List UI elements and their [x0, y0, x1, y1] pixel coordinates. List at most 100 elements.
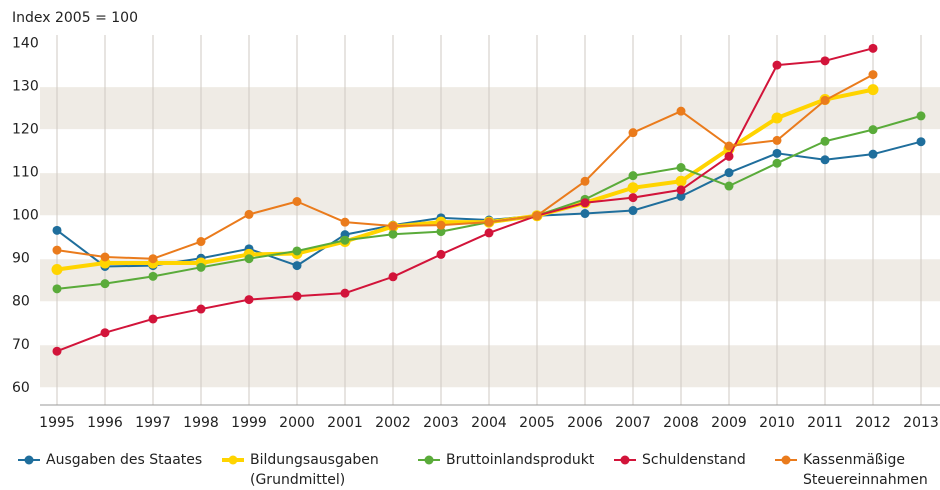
data-point: [916, 111, 926, 121]
y-tick-label: 120: [12, 122, 39, 138]
legend-item: Bruttoinlandsprodukt: [418, 450, 636, 470]
data-point: [868, 70, 878, 80]
x-tick-label: 1999: [231, 415, 267, 431]
data-point: [580, 198, 590, 208]
legend-dot: [620, 455, 630, 465]
data-point: [772, 60, 782, 70]
data-point: [388, 272, 398, 282]
data-point: [627, 182, 639, 194]
series-line: [56, 87, 874, 272]
data-point: [51, 263, 63, 275]
data-point: [148, 271, 158, 281]
legend-dot: [228, 455, 238, 465]
data-point: [340, 235, 350, 245]
data-point: [292, 261, 302, 271]
y-tick-label: 70: [12, 337, 30, 353]
data-point: [52, 284, 62, 294]
legend-dot: [24, 455, 34, 465]
data-point: [532, 211, 542, 221]
series-line: [56, 73, 874, 260]
x-tick-label: 2011: [807, 415, 843, 431]
data-point: [580, 176, 590, 186]
x-tick-label: 2006: [567, 415, 603, 431]
x-tick-label: 2010: [759, 415, 795, 431]
data-point: [148, 254, 158, 264]
data-point: [724, 151, 734, 161]
x-tick-label: 2007: [615, 415, 651, 431]
data-point: [772, 158, 782, 168]
x-tick-label: 1995: [39, 415, 75, 431]
data-point: [196, 237, 206, 247]
data-point: [52, 225, 62, 235]
legend-item: Schuldenstand: [614, 450, 792, 470]
x-tick-label: 2012: [855, 415, 891, 431]
data-point: [868, 125, 878, 135]
y-tick-label: 110: [12, 165, 39, 181]
series-line: [56, 47, 874, 353]
data-point: [148, 314, 158, 324]
x-tick-label: 2000: [279, 415, 315, 431]
data-point: [676, 163, 686, 173]
x-tick-label: 2001: [327, 415, 363, 431]
data-point: [388, 221, 398, 231]
data-point: [628, 128, 638, 138]
data-point: [628, 193, 638, 203]
data-point: [292, 197, 302, 206]
data-point: [292, 291, 302, 301]
data-point: [292, 246, 302, 256]
data-point: [676, 106, 686, 116]
data-point: [244, 295, 254, 305]
data-point: [628, 171, 638, 181]
legend-marker: [18, 455, 40, 465]
y-tick-label: 140: [12, 36, 39, 52]
data-point: [484, 228, 494, 238]
data-point: [772, 135, 782, 145]
legend-marker: [614, 455, 636, 465]
data-point: [52, 346, 62, 356]
y-tick-label: 80: [12, 294, 30, 310]
data-point: [868, 149, 878, 159]
data-point: [436, 220, 446, 230]
data-point: [724, 141, 734, 151]
legend-label: Schuldenstand: [642, 452, 746, 468]
data-point: [388, 229, 398, 239]
x-tick-label: 2004: [471, 415, 507, 431]
data-point: [436, 227, 446, 237]
legend-label: Bruttoinlandsprodukt: [446, 452, 595, 468]
data-point: [628, 206, 638, 216]
x-tick-label: 1998: [183, 415, 219, 431]
legend-dot: [781, 455, 791, 465]
legend-marker: [775, 455, 797, 465]
data-point: [820, 95, 830, 105]
data-point: [340, 217, 350, 227]
data-point: [771, 112, 783, 124]
chart: Index 2005 = 100 60 70 80 90 100 110 120 130 140…: [12, 10, 940, 431]
legend-label: Kassenmäßige Steuereinnahmen: [803, 452, 928, 488]
grid-band: [40, 258, 940, 302]
data-point: [52, 245, 62, 255]
data-point: [436, 249, 446, 259]
data-point: [868, 43, 878, 53]
y-axis-label: Index 2005 = 100: [12, 10, 138, 26]
data-point: [867, 84, 879, 96]
x-tick-label: 1996: [87, 415, 123, 431]
grid-band: [40, 172, 940, 216]
x-tick-label: 2008: [663, 415, 699, 431]
data-point: [676, 185, 686, 195]
y-tick-label: 100: [12, 208, 39, 224]
legend-marker: [222, 455, 244, 465]
grid-band: [40, 86, 940, 130]
x-tick-label: 2005: [519, 415, 555, 431]
data-point: [772, 148, 782, 158]
data-point: [100, 279, 110, 289]
data-point: [100, 252, 110, 262]
data-point: [820, 56, 830, 66]
data-point: [916, 137, 926, 147]
y-tick-label: 60: [12, 380, 30, 396]
data-point: [580, 209, 590, 219]
data-point: [820, 155, 830, 165]
x-tick-label: 2013: [903, 415, 939, 431]
grid-band: [40, 344, 940, 388]
data-point: [724, 168, 734, 178]
